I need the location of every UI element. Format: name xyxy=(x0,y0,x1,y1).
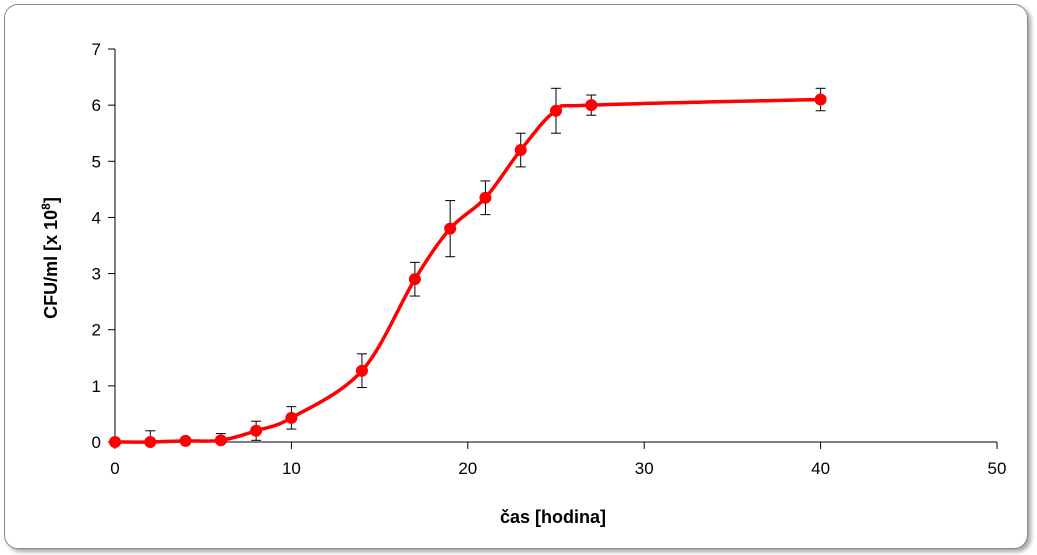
axes xyxy=(108,48,998,449)
data-point xyxy=(408,273,421,286)
data-points xyxy=(109,93,827,448)
data-point xyxy=(444,222,457,235)
data-point xyxy=(144,436,157,448)
data-point xyxy=(550,104,562,117)
data-point xyxy=(514,144,527,157)
data-point xyxy=(214,434,227,447)
x-tick-label: 30 xyxy=(635,459,654,478)
data-point xyxy=(479,191,492,204)
data-point xyxy=(355,364,368,377)
x-tick-label: 50 xyxy=(988,459,1007,478)
data-point xyxy=(585,99,598,112)
data-point xyxy=(179,434,192,447)
y-tick-label: 4 xyxy=(92,208,101,227)
y-tick-label: 2 xyxy=(92,321,101,340)
x-axis-title: čas [hodina] xyxy=(500,507,606,527)
y-tick-label: 0 xyxy=(92,433,101,452)
tick-labels: 0 1 2 3 4 5 6 7 0 10 20 30 40 50 xyxy=(92,40,1007,478)
series-line xyxy=(113,97,823,444)
y-tick-label: 3 xyxy=(92,265,101,284)
data-point xyxy=(814,93,827,106)
data-point xyxy=(285,411,298,424)
y-tick-label: 5 xyxy=(92,152,101,171)
y-axis-title: CFU/ml [x 108] xyxy=(39,197,61,319)
chart-frame xyxy=(4,4,1028,549)
data-point xyxy=(250,424,263,437)
x-tick-label: 0 xyxy=(110,459,119,478)
data-point xyxy=(109,436,121,448)
y-axis-title-close: ] xyxy=(41,197,61,203)
y-axis-title-exponent: 8 xyxy=(39,203,53,210)
error-bars xyxy=(145,87,826,443)
x-tick-label: 40 xyxy=(811,459,830,478)
y-axis-title-main: CFU/ml [x 10 xyxy=(41,210,61,319)
y-tick-label: 1 xyxy=(92,377,101,396)
y-tick-label: 6 xyxy=(92,96,101,115)
x-tick-label: 20 xyxy=(458,459,477,478)
x-tick-label: 10 xyxy=(282,459,301,478)
y-tick-label: 7 xyxy=(92,40,101,59)
